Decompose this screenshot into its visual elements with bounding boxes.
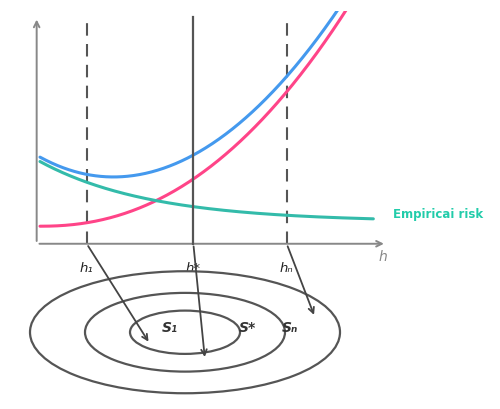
Text: h*: h* [186,262,201,274]
Text: S*: S* [238,321,256,335]
Text: hₙ: hₙ [280,262,293,274]
Text: h₁: h₁ [80,262,94,274]
Text: Sₙ: Sₙ [282,321,298,335]
Text: Empiricai risk: Empiricai risk [394,207,484,220]
Text: h: h [379,250,388,264]
Text: S₁: S₁ [162,321,178,335]
